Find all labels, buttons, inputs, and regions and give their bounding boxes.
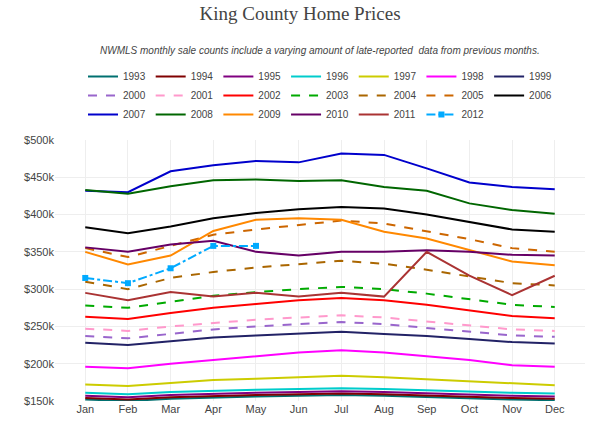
svg-text:2002: 2002 bbox=[258, 90, 281, 101]
svg-text:Feb: Feb bbox=[118, 403, 137, 415]
svg-text:NWMLS monthly sale counts incl: NWMLS monthly sale counts include a vary… bbox=[100, 45, 540, 56]
svg-text:1998: 1998 bbox=[461, 71, 484, 82]
svg-text:Oct: Oct bbox=[461, 403, 478, 415]
svg-text:$400k: $400k bbox=[24, 208, 54, 220]
svg-text:Apr: Apr bbox=[205, 403, 222, 415]
svg-text:2006: 2006 bbox=[529, 90, 552, 101]
svg-text:May: May bbox=[246, 403, 267, 415]
svg-text:Mar: Mar bbox=[161, 403, 180, 415]
svg-text:Jan: Jan bbox=[76, 403, 94, 415]
svg-text:2010: 2010 bbox=[326, 109, 349, 120]
svg-text:1997: 1997 bbox=[394, 71, 417, 82]
svg-text:$350k: $350k bbox=[24, 246, 54, 258]
svg-text:Nov: Nov bbox=[502, 403, 522, 415]
svg-text:Dec: Dec bbox=[545, 403, 565, 415]
svg-text:$200k: $200k bbox=[24, 358, 54, 370]
svg-text:2009: 2009 bbox=[258, 109, 281, 120]
svg-text:$250k: $250k bbox=[24, 320, 54, 332]
svg-text:1999: 1999 bbox=[529, 71, 552, 82]
svg-text:1994: 1994 bbox=[191, 71, 214, 82]
svg-text:$300k: $300k bbox=[24, 283, 54, 295]
svg-text:2003: 2003 bbox=[326, 90, 349, 101]
svg-text:1993: 1993 bbox=[123, 71, 146, 82]
svg-text:Aug: Aug bbox=[374, 403, 394, 415]
svg-text:Sep: Sep bbox=[417, 403, 437, 415]
svg-text:Jun: Jun bbox=[290, 403, 308, 415]
svg-text:2005: 2005 bbox=[461, 90, 484, 101]
svg-text:2004: 2004 bbox=[394, 90, 417, 101]
svg-text:$500k: $500k bbox=[24, 134, 54, 146]
svg-text:2011: 2011 bbox=[394, 109, 416, 120]
svg-text:Jul: Jul bbox=[334, 403, 348, 415]
svg-text:$150k: $150k bbox=[24, 395, 54, 407]
svg-text:$450k: $450k bbox=[24, 171, 54, 183]
svg-text:2012: 2012 bbox=[461, 109, 484, 120]
svg-text:King County Home Prices: King County Home Prices bbox=[199, 3, 400, 24]
svg-text:2008: 2008 bbox=[191, 109, 214, 120]
svg-text:2007: 2007 bbox=[123, 109, 146, 120]
svg-text:1995: 1995 bbox=[258, 71, 281, 82]
svg-text:1996: 1996 bbox=[326, 71, 349, 82]
svg-text:2000: 2000 bbox=[123, 90, 146, 101]
svg-text:2001: 2001 bbox=[191, 90, 214, 101]
